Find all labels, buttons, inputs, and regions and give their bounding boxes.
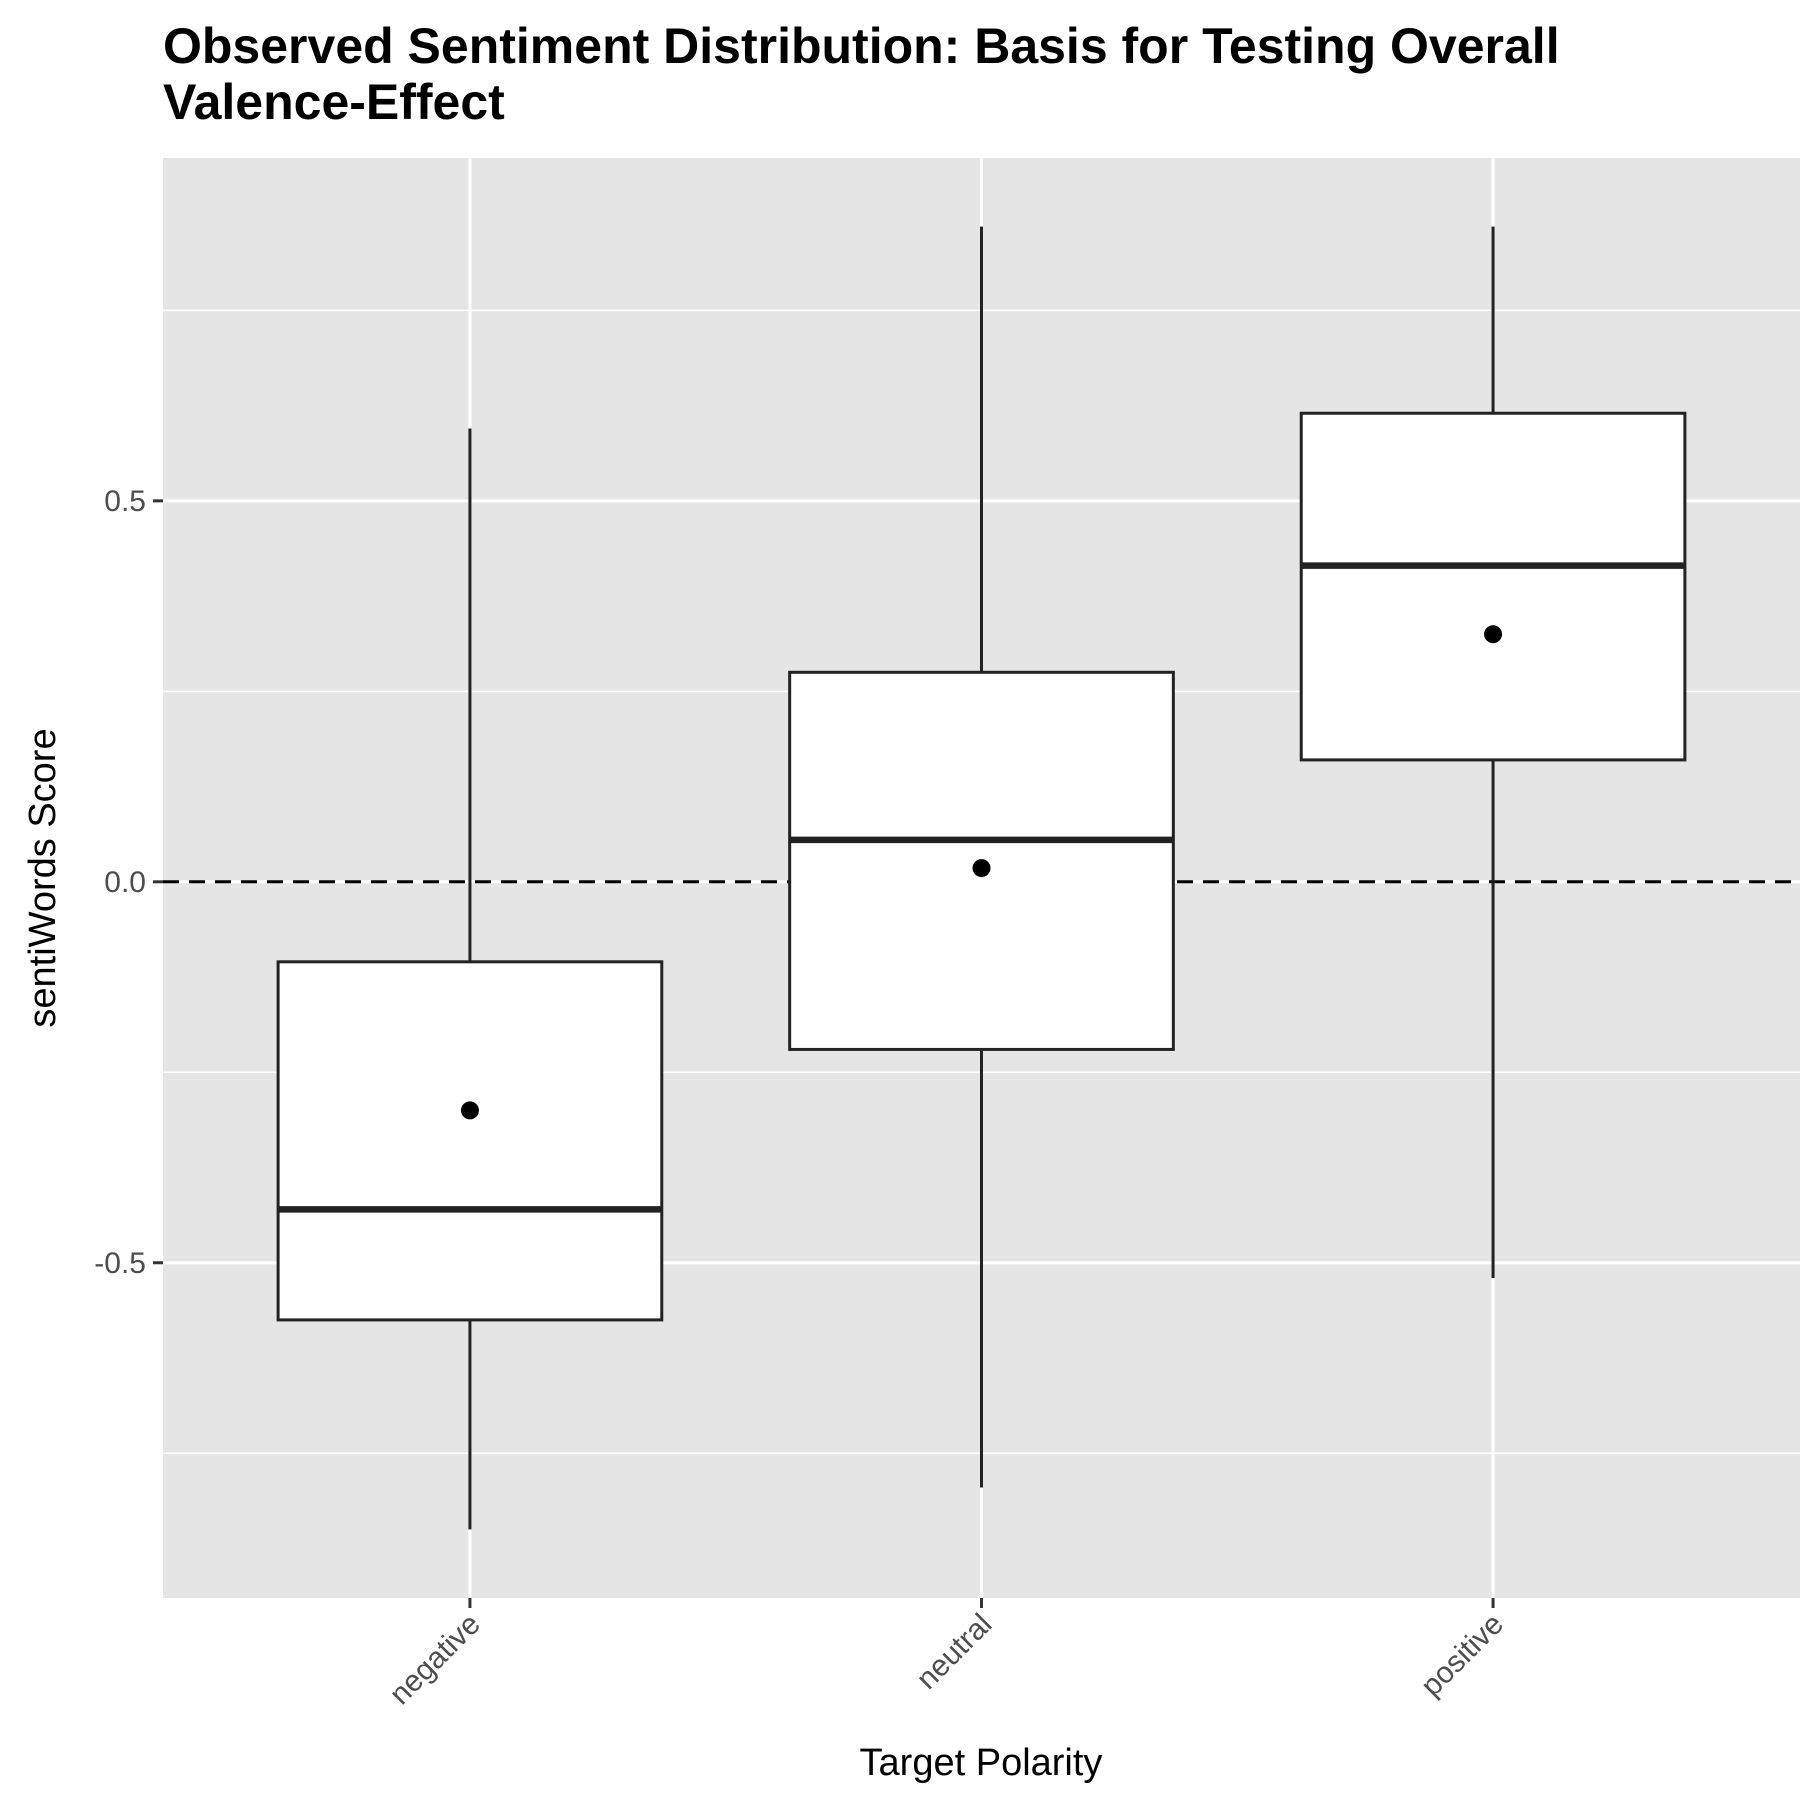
chart-title-line-2: Valence-Effect (163, 74, 505, 130)
box-iqr (1299, 411, 1687, 762)
chart-title-line-1: Observed Sentiment Distribution: Basis f… (163, 18, 1560, 74)
x-axis-title: Target Polarity (860, 1742, 1103, 1784)
mean-point (1484, 625, 1503, 644)
box-positive (1299, 226, 1687, 1278)
y-tick-label: -0.5 (94, 1247, 146, 1280)
x-tick-label-negative: negative (383, 1608, 487, 1712)
box-neutral (788, 226, 1175, 1488)
y-axis-title: sentiWords Score (22, 728, 64, 1027)
x-tick-label-positive: positive (1415, 1608, 1510, 1703)
y-axis: -0.5 0.0 0.5 (94, 485, 163, 1280)
mean-point (972, 859, 991, 878)
box-negative (276, 428, 664, 1530)
boxes-group (276, 226, 1687, 1530)
mean-point (460, 1101, 479, 1120)
y-tick-label: 0.0 (104, 866, 146, 899)
x-axis: negative neutral positive (383, 1598, 1510, 1711)
x-tick-label-neutral: neutral (910, 1608, 998, 1696)
chart-title: Observed Sentiment Distribution: Basis f… (163, 18, 1763, 130)
box-iqr (276, 960, 664, 1322)
y-tick-label: 0.5 (104, 485, 146, 518)
